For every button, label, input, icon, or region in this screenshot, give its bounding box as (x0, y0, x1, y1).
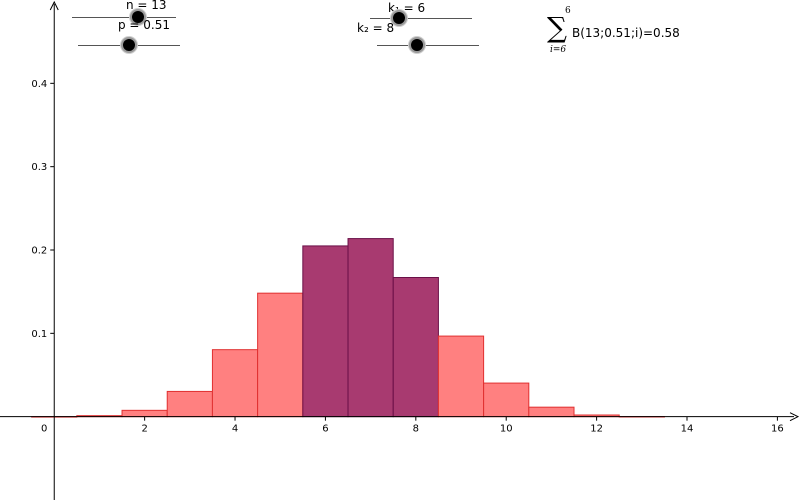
slider-p-knob[interactable] (123, 39, 135, 51)
slider-n-label: n = 13 (126, 0, 167, 11)
bar-k4 (212, 350, 257, 417)
bar-k2 (122, 410, 167, 416)
sum-expression: B(13;0.51;i)=0.58 (572, 26, 680, 40)
y-tick-label-0.4: 0.4 (31, 79, 47, 90)
x-tick-label-12: 12 (590, 424, 603, 435)
x-tick-label-10: 10 (500, 424, 513, 435)
y-tick-label-0.2: 0.2 (31, 246, 47, 257)
slider-k1-knob[interactable] (393, 12, 405, 24)
bar-k6 (303, 246, 348, 417)
y-tick-label-0.1: 0.1 (31, 329, 47, 340)
slider-k1-label: k₁ = 6 (388, 2, 425, 14)
bar-k7 (348, 239, 393, 417)
sigma-symbol: ∑ (547, 14, 567, 42)
slider-k2-label: k₂ = 8 (357, 22, 394, 34)
slider-k2-track[interactable] (377, 45, 479, 46)
x-tick-label-6: 6 (322, 424, 328, 435)
slider-k2-knob[interactable] (411, 39, 423, 51)
slider-k1-track[interactable] (370, 18, 472, 19)
bar-k11 (529, 407, 574, 417)
slider-k2[interactable]: k₂ = 8 (377, 45, 479, 67)
bar-k8 (393, 278, 438, 417)
sum-formula: 6 ∑ i=6 B(13;0.51;i)=0.58 (545, 8, 675, 58)
x-tick-label-0: 0 (41, 424, 47, 435)
x-tick-label-8: 8 (413, 424, 419, 435)
bar-k9 (438, 336, 483, 417)
x-tick-label-14: 14 (681, 424, 694, 435)
bar-k10 (484, 383, 529, 417)
x-tick-label-2: 2 (141, 424, 147, 435)
sum-lower-limit: i=6 (550, 45, 566, 55)
x-tick-label-4: 4 (232, 424, 238, 435)
bar-k5 (258, 293, 303, 417)
slider-p-label: p = 0.51 (118, 19, 170, 31)
y-tick-label-0.3: 0.3 (31, 162, 47, 173)
bar-k3 (167, 391, 212, 416)
x-tick-label-16: 16 (771, 424, 784, 435)
slider-p[interactable]: p = 0.51 (78, 45, 180, 67)
